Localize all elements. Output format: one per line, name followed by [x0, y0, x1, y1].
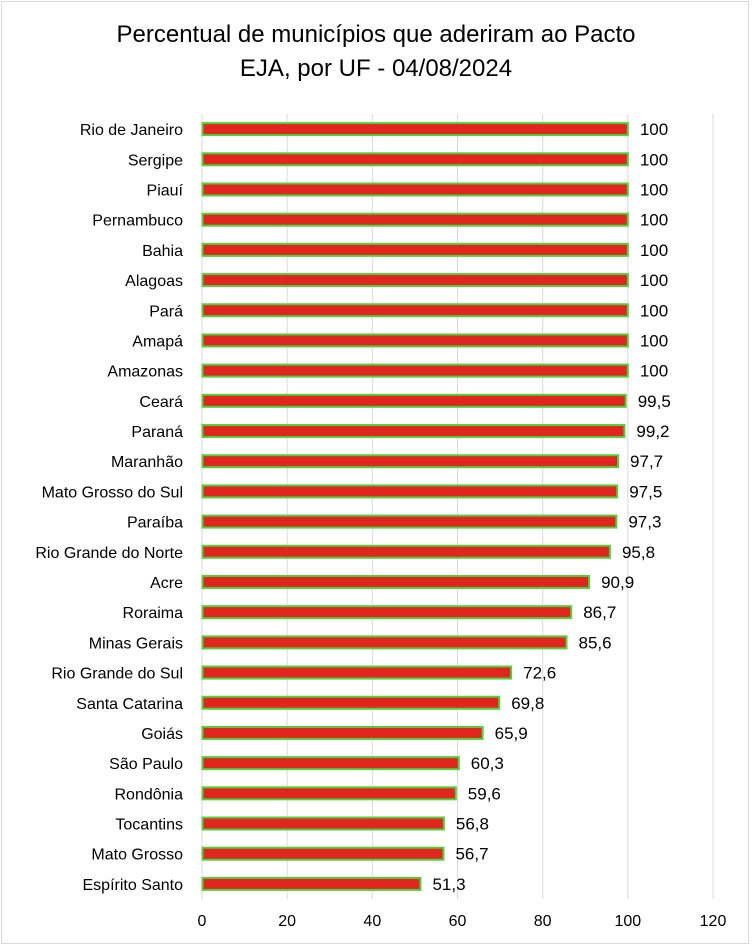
bar [201, 665, 513, 680]
data-label: 99,2 [636, 422, 669, 441]
data-label: 100 [640, 120, 668, 139]
bar [201, 786, 457, 801]
bar [201, 574, 591, 589]
data-label: 95,8 [622, 543, 655, 562]
category-label: Pernambuco [92, 213, 183, 230]
data-label: 100 [640, 241, 668, 260]
bar [201, 605, 573, 620]
chart-title: Percentual de municípios que aderiram ao… [0, 18, 752, 86]
data-label: 51,3 [432, 875, 465, 894]
x-tick-label: 100 [614, 913, 641, 930]
data-label: 86,7 [583, 603, 616, 622]
category-label: Espírito Santo [83, 877, 184, 894]
data-label: 90,9 [601, 573, 634, 592]
bar [201, 484, 619, 499]
category-label: Mato Grosso do Sul [42, 484, 183, 501]
data-label: 69,8 [511, 694, 544, 713]
x-tick-label: 80 [534, 913, 552, 930]
data-label: 72,6 [523, 664, 556, 683]
category-label: Bahia [142, 243, 183, 260]
data-label: 85,6 [579, 633, 612, 652]
bar [201, 182, 629, 197]
category-label: Paraíba [127, 515, 183, 532]
data-label: 60,3 [471, 754, 504, 773]
category-label: Paraná [131, 424, 183, 441]
data-label: 65,9 [495, 724, 528, 743]
data-label: 100 [640, 180, 668, 199]
category-label: Roraima [123, 605, 184, 622]
bar [201, 122, 629, 137]
data-label: 100 [640, 150, 668, 169]
data-label: 59,6 [468, 784, 501, 803]
category-label: Piauí [147, 182, 184, 199]
category-label: Amazonas [107, 364, 183, 381]
category-label: Minas Gerais [89, 635, 183, 652]
category-label: Amapá [132, 333, 183, 350]
bar [201, 635, 568, 650]
data-label: 100 [640, 362, 668, 381]
bars [201, 122, 629, 891]
category-labels: Rio de Janeiro Sergipe Piauí Pernambuco Bahi… [35, 122, 183, 894]
bar [201, 695, 501, 710]
category-label: Sergipe [128, 152, 183, 169]
x-tick-label: 120 [700, 913, 727, 930]
data-label: 97,3 [628, 513, 661, 532]
category-label: Santa Catarina [76, 696, 183, 713]
data-label: 97,5 [629, 482, 662, 501]
category-label: Rio de Janeiro [80, 122, 183, 139]
category-label: Goiás [141, 726, 183, 743]
bar [201, 242, 629, 257]
x-tick-label: 40 [363, 913, 381, 930]
bar [201, 333, 629, 348]
data-labels: 100 100 100 100 100 100 100 100 100 99,5 99,2 97,7 9… [432, 120, 670, 894]
data-label: 56,8 [456, 815, 489, 834]
category-label: Pará [149, 303, 183, 320]
bar [201, 393, 627, 408]
bar [201, 846, 445, 861]
x-tick-label: 0 [198, 913, 207, 930]
data-label: 100 [640, 301, 668, 320]
category-label: Maranhão [111, 454, 183, 471]
x-tick-labels: 0 20 40 60 80 100 120 [198, 913, 727, 930]
bar [201, 756, 460, 771]
category-label: Ceará [139, 394, 183, 411]
category-label: Rondônia [115, 786, 184, 803]
bar [201, 454, 620, 469]
data-label: 100 [640, 211, 668, 230]
data-label: 100 [640, 331, 668, 350]
data-label: 99,5 [638, 392, 671, 411]
bar [201, 424, 626, 439]
bar [201, 273, 629, 288]
gridlines [201, 114, 714, 899]
data-label: 100 [640, 271, 668, 290]
data-label: 56,7 [455, 845, 488, 864]
category-label: São Paulo [109, 756, 183, 773]
bar [201, 816, 445, 831]
chart-title-line-2: EJA, por UF - 04/08/2024 [239, 55, 513, 82]
bar [201, 514, 618, 529]
bar [201, 152, 629, 167]
x-tick-label: 60 [449, 913, 467, 930]
bar [201, 876, 422, 891]
chart-title-line-1: Percentual de municípios que aderiram ao… [116, 21, 636, 48]
bar [201, 725, 484, 740]
bar [201, 212, 629, 227]
category-label: Rio Grande do Sul [51, 666, 183, 683]
category-label: Tocantins [115, 817, 183, 834]
category-label: Mato Grosso [91, 847, 183, 864]
bar [201, 363, 629, 378]
bar [201, 544, 611, 559]
bar [201, 303, 629, 318]
x-tick-label: 20 [278, 913, 296, 930]
category-label: Alagoas [125, 273, 183, 290]
category-label: Acre [150, 575, 183, 592]
category-label: Rio Grande do Norte [35, 545, 183, 562]
data-label: 97,7 [630, 452, 663, 471]
